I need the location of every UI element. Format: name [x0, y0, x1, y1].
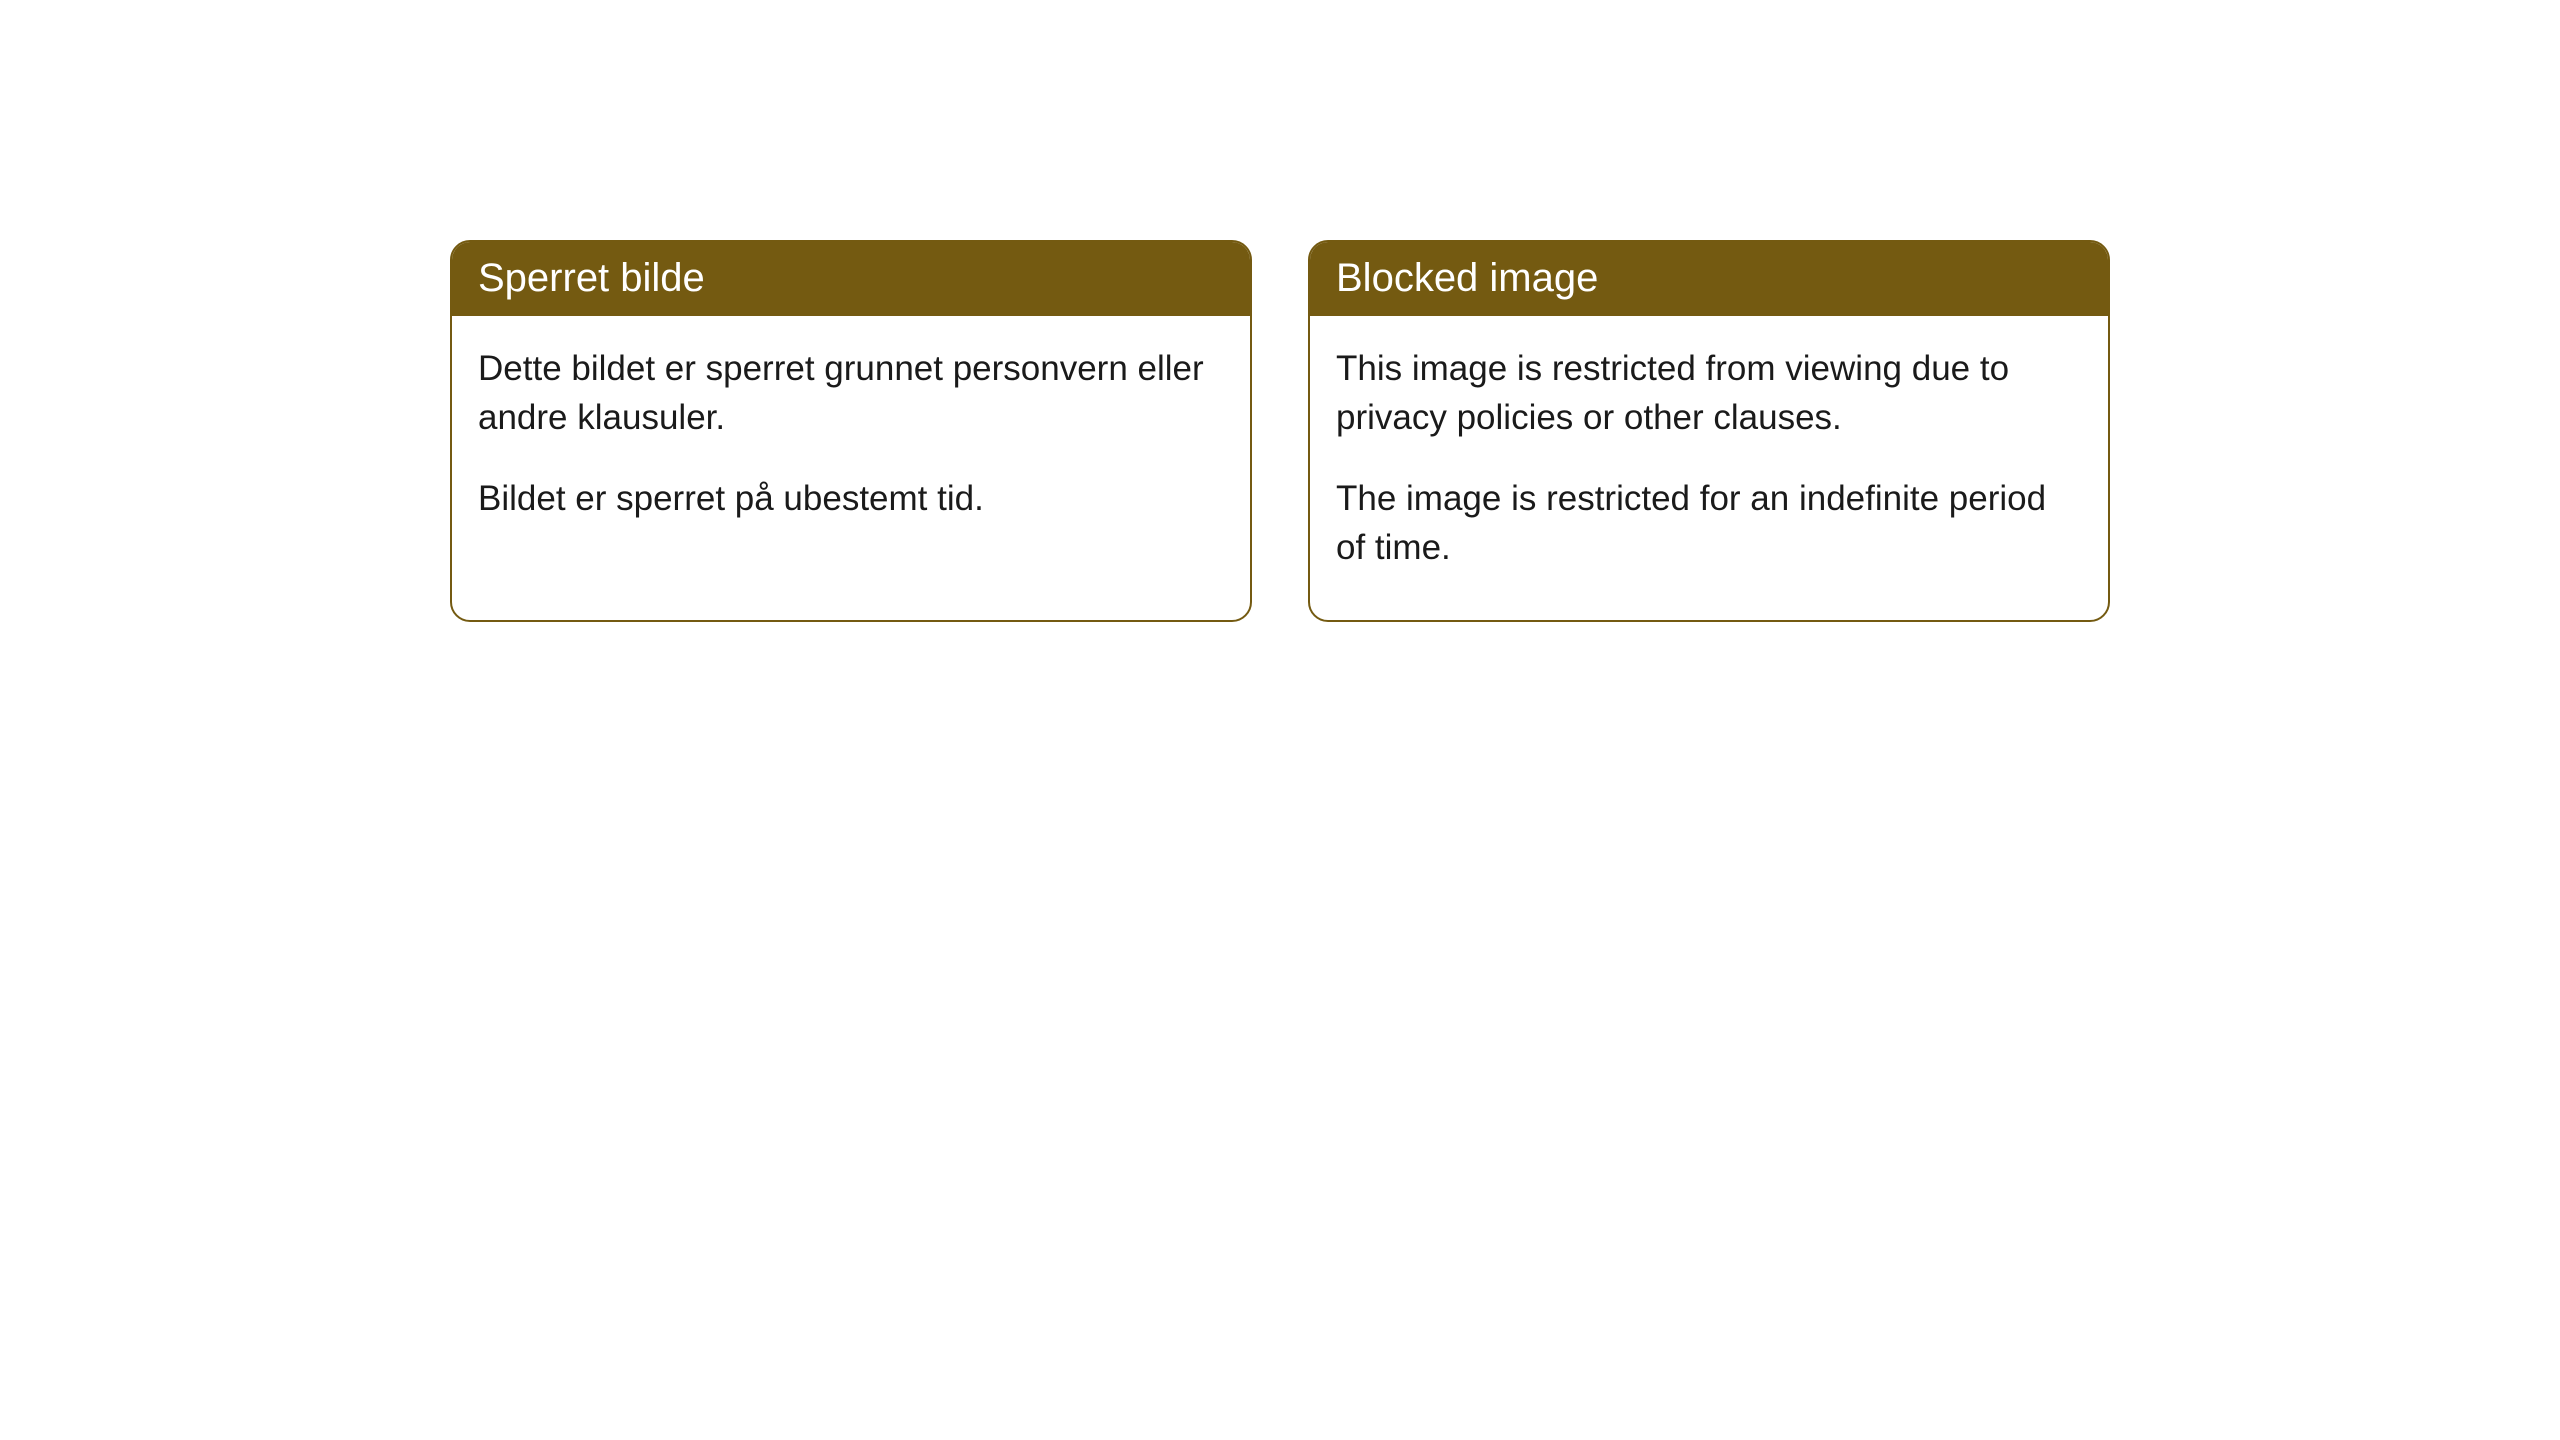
notice-text: The image is restricted for an indefinit… [1336, 474, 2082, 572]
card-header: Blocked image [1310, 242, 2108, 316]
notice-text: Dette bildet er sperret grunnet personve… [478, 344, 1224, 442]
card-header: Sperret bilde [452, 242, 1250, 316]
blocked-image-card-en: Blocked image This image is restricted f… [1308, 240, 2110, 622]
card-body: This image is restricted from viewing du… [1310, 316, 2108, 620]
blocked-image-card-no: Sperret bilde Dette bildet er sperret gr… [450, 240, 1252, 622]
card-body: Dette bildet er sperret grunnet personve… [452, 316, 1250, 571]
notice-text: This image is restricted from viewing du… [1336, 344, 2082, 442]
notice-cards-container: Sperret bilde Dette bildet er sperret gr… [450, 240, 2560, 622]
notice-text: Bildet er sperret på ubestemt tid. [478, 474, 1224, 523]
